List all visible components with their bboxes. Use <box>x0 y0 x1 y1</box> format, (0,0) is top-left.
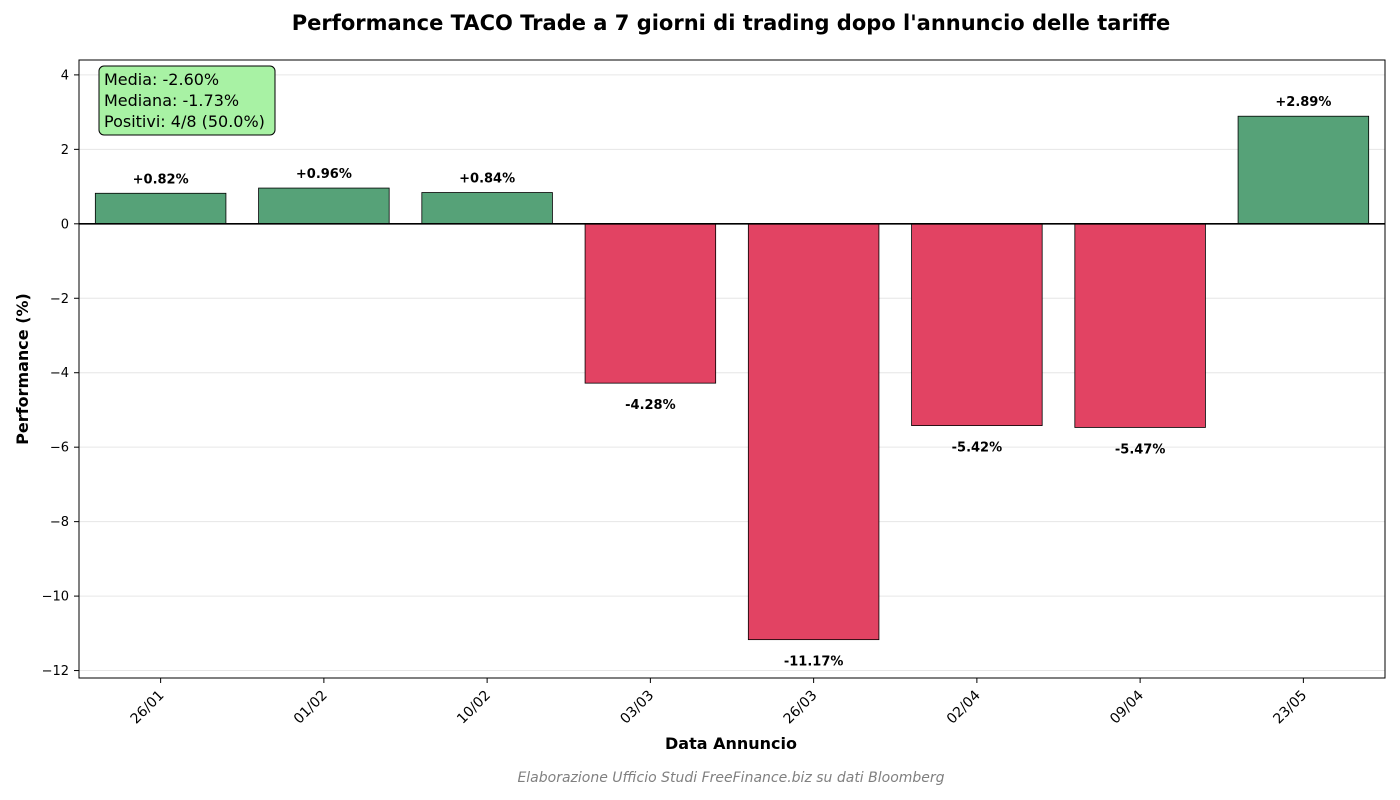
y-axis: 4 2 0 −2 −4 −6 −8 −10 −12 <box>42 68 79 679</box>
data-label: -5.47% <box>1115 442 1166 457</box>
x-tick-label: 02/04 <box>944 687 984 727</box>
x-tick-label: 26/01 <box>128 688 168 728</box>
y-tick-label: 0 <box>61 217 69 232</box>
data-label: +0.82% <box>133 172 189 187</box>
x-tick-label: 01/02 <box>291 688 331 728</box>
y-tick-label: 4 <box>61 68 69 83</box>
bars <box>94 115 1370 641</box>
bar-09-04 <box>1074 223 1206 428</box>
y-tick-label: −4 <box>50 366 69 381</box>
y-tick-label: −10 <box>42 590 69 605</box>
x-tick-label: 09/04 <box>1107 687 1147 727</box>
y-tick-label: 2 <box>61 143 69 158</box>
data-label: +0.96% <box>296 167 352 182</box>
data-label: +2.89% <box>1275 95 1331 110</box>
bar-01-02 <box>258 187 390 225</box>
bar-26-03 <box>747 223 880 641</box>
y-tick-label: −8 <box>50 515 69 530</box>
data-label: -5.42% <box>952 441 1003 456</box>
plot-frame <box>78 59 1386 679</box>
stats-line: Mediana: -1.73% <box>104 91 239 110</box>
source-note: Elaborazione Ufficio Studi FreeFinance.b… <box>517 770 944 786</box>
y-tick-label: −6 <box>50 441 69 456</box>
stats-box: Media: -2.60% Mediana: -1.73% Positivi: 4/… <box>98 65 276 136</box>
y-tick-label: −12 <box>42 664 69 679</box>
y-tick-label: −2 <box>50 292 69 307</box>
bar-23-05 <box>1237 115 1370 225</box>
chart-title: Performance TACO Trade a 7 giorni di tra… <box>292 11 1171 35</box>
stats-line: Media: -2.60% <box>104 70 219 89</box>
x-axis-label: Data Annuncio <box>665 734 797 753</box>
bar-03-03 <box>584 223 717 384</box>
data-label: -11.17% <box>784 655 844 670</box>
x-axis: 26/01 01/02 10/02 03/03 26/03 02/04 09/04 23/05 <box>128 678 1310 728</box>
bar-02-04 <box>911 223 1043 426</box>
stats-box-background <box>98 65 276 136</box>
stats-line: Positivi: 4/8 (50.0%) <box>104 112 265 131</box>
x-tick-label: 03/03 <box>617 688 657 728</box>
x-tick-label: 10/02 <box>454 688 494 728</box>
data-labels: +0.82% +0.96% +0.84% -4.28% -11.17% -5.42% -5.… <box>133 95 1332 669</box>
x-tick-label: 23/05 <box>1270 688 1310 728</box>
data-label: -4.28% <box>625 398 676 413</box>
bar-10-02 <box>421 192 553 225</box>
y-axis-label: Performance (%) <box>13 293 32 445</box>
bar-26-01 <box>94 192 227 225</box>
data-label: +0.84% <box>459 172 515 187</box>
x-tick-label: 26/03 <box>781 688 821 728</box>
